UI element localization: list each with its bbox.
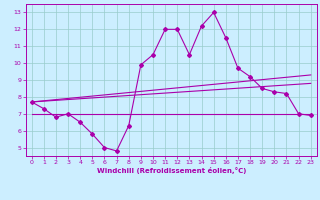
X-axis label: Windchill (Refroidissement éolien,°C): Windchill (Refroidissement éolien,°C) xyxy=(97,167,246,174)
